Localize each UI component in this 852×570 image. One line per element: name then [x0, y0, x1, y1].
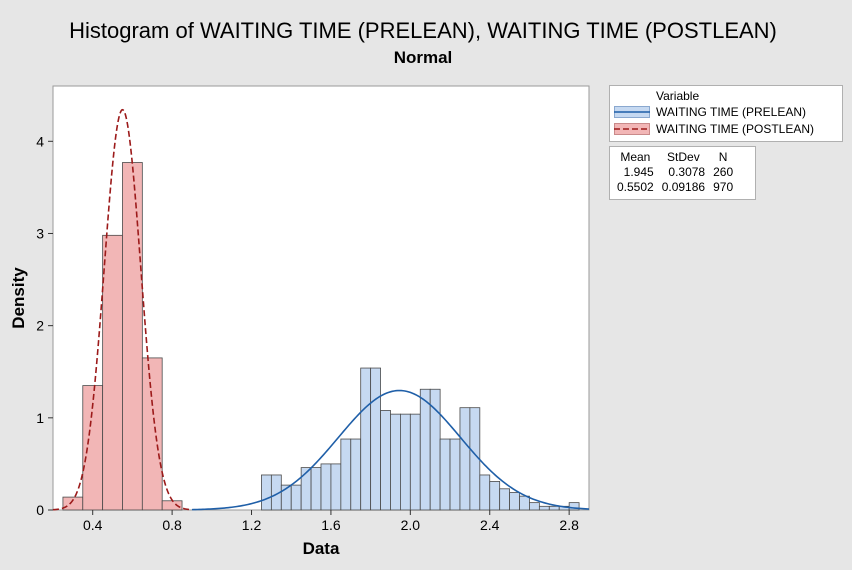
prelean-bar — [380, 410, 391, 511]
prelean-bar — [390, 413, 401, 511]
stats-header-stdev: StDev — [667, 149, 700, 164]
stats-mean: 0.5502 — [617, 179, 654, 194]
prelean-bar — [489, 481, 501, 511]
prelean-bar — [400, 413, 411, 511]
prelean-bar — [459, 407, 471, 511]
prelean-bar — [548, 505, 560, 511]
y-tick-label: 4 — [36, 133, 44, 149]
stats-row-postlean: 0.5502 0.09186 970 — [613, 179, 737, 194]
stats-stdev: 0.09186 — [661, 179, 706, 194]
prelean-bar — [360, 367, 372, 511]
prelean-bar — [409, 413, 421, 511]
stats-stdev: 0.3078 — [668, 164, 706, 179]
prelean-bar — [310, 467, 322, 511]
prelean-bar — [350, 438, 362, 511]
y-tick-label: 1 — [36, 410, 44, 426]
curves-layer — [52, 108, 590, 511]
stats-header-mean: Mean — [620, 149, 651, 164]
prelean-bar — [479, 474, 491, 511]
prelean-bar — [330, 463, 342, 511]
postlean-bar — [102, 234, 123, 511]
stats-header-n: N — [718, 149, 728, 164]
y-tick-label: 2 — [36, 318, 44, 334]
prelean-bar — [370, 367, 381, 511]
legend-label-postlean: WAITING TIME (POSTLEAN) — [656, 122, 815, 136]
y-tick-label: 0 — [36, 502, 44, 518]
stats-mean: 1.945 — [623, 164, 654, 179]
prelean-bar — [538, 505, 550, 511]
legend-swatch-postlean — [614, 123, 650, 135]
x-tick-label: 2.8 — [559, 517, 579, 533]
x-tick-label: 1.6 — [321, 517, 341, 533]
chart-subtitle: Normal — [393, 48, 453, 67]
y-axis-label: Density — [9, 267, 28, 329]
axes-layer: 0.4 0.8 1.2 1.6 2.0 2.4 2.8 0 1 2 3 4 — [36, 133, 579, 533]
x-tick-label: 0.4 — [83, 517, 103, 533]
prelean-bar — [429, 388, 441, 511]
prelean-bar — [499, 488, 511, 511]
prelean-normal-curve — [191, 389, 590, 511]
legend-item-prelean: WAITING TIME (PRELEAN) — [614, 104, 806, 120]
stats-n: 260 — [713, 164, 734, 179]
postlean-bar — [161, 500, 183, 511]
stats-n: 970 — [713, 179, 734, 194]
x-tick-label: 2.4 — [480, 517, 500, 533]
legend-swatch-prelean — [614, 106, 650, 118]
x-axis-label: Data — [303, 539, 340, 558]
prelean-bar — [449, 438, 461, 511]
prelean-bar — [419, 388, 431, 511]
prelean-bar — [261, 474, 272, 511]
legend-label-prelean: WAITING TIME (PRELEAN) — [656, 105, 807, 119]
y-tick-label: 3 — [36, 225, 44, 241]
stats-table: Mean StDev N 1.945 0.3078 260 0.5502 0.0… — [609, 146, 756, 200]
prelean-bar — [568, 502, 580, 511]
prelean-bar — [439, 438, 451, 511]
postlean-normal-curve — [52, 108, 193, 511]
prelean-bar — [340, 438, 352, 511]
prelean-bar — [509, 492, 520, 511]
x-tick-label: 0.8 — [162, 517, 182, 533]
prelean-bar — [300, 467, 312, 511]
chart-title: Histogram of WAITING TIME (PRELEAN), WAI… — [69, 18, 777, 43]
prelean-bar — [529, 502, 540, 511]
prelean-bar — [519, 495, 530, 511]
x-tick-label: 2.0 — [401, 517, 421, 533]
legend-item-postlean: WAITING TIME (POSTLEAN) — [614, 121, 814, 137]
x-tick-label: 1.2 — [242, 517, 262, 533]
postlean-bar — [141, 357, 163, 511]
postlean-bar — [122, 162, 143, 511]
bars-layer — [62, 162, 580, 511]
stats-row-prelean: 1.945 0.3078 260 — [613, 164, 737, 179]
prelean-bar — [320, 463, 332, 511]
legend-title: Variable — [656, 89, 700, 103]
prelean-bar — [290, 484, 302, 511]
legend: Variable WAITING TIME (PRELEAN) WAITING … — [609, 85, 843, 142]
